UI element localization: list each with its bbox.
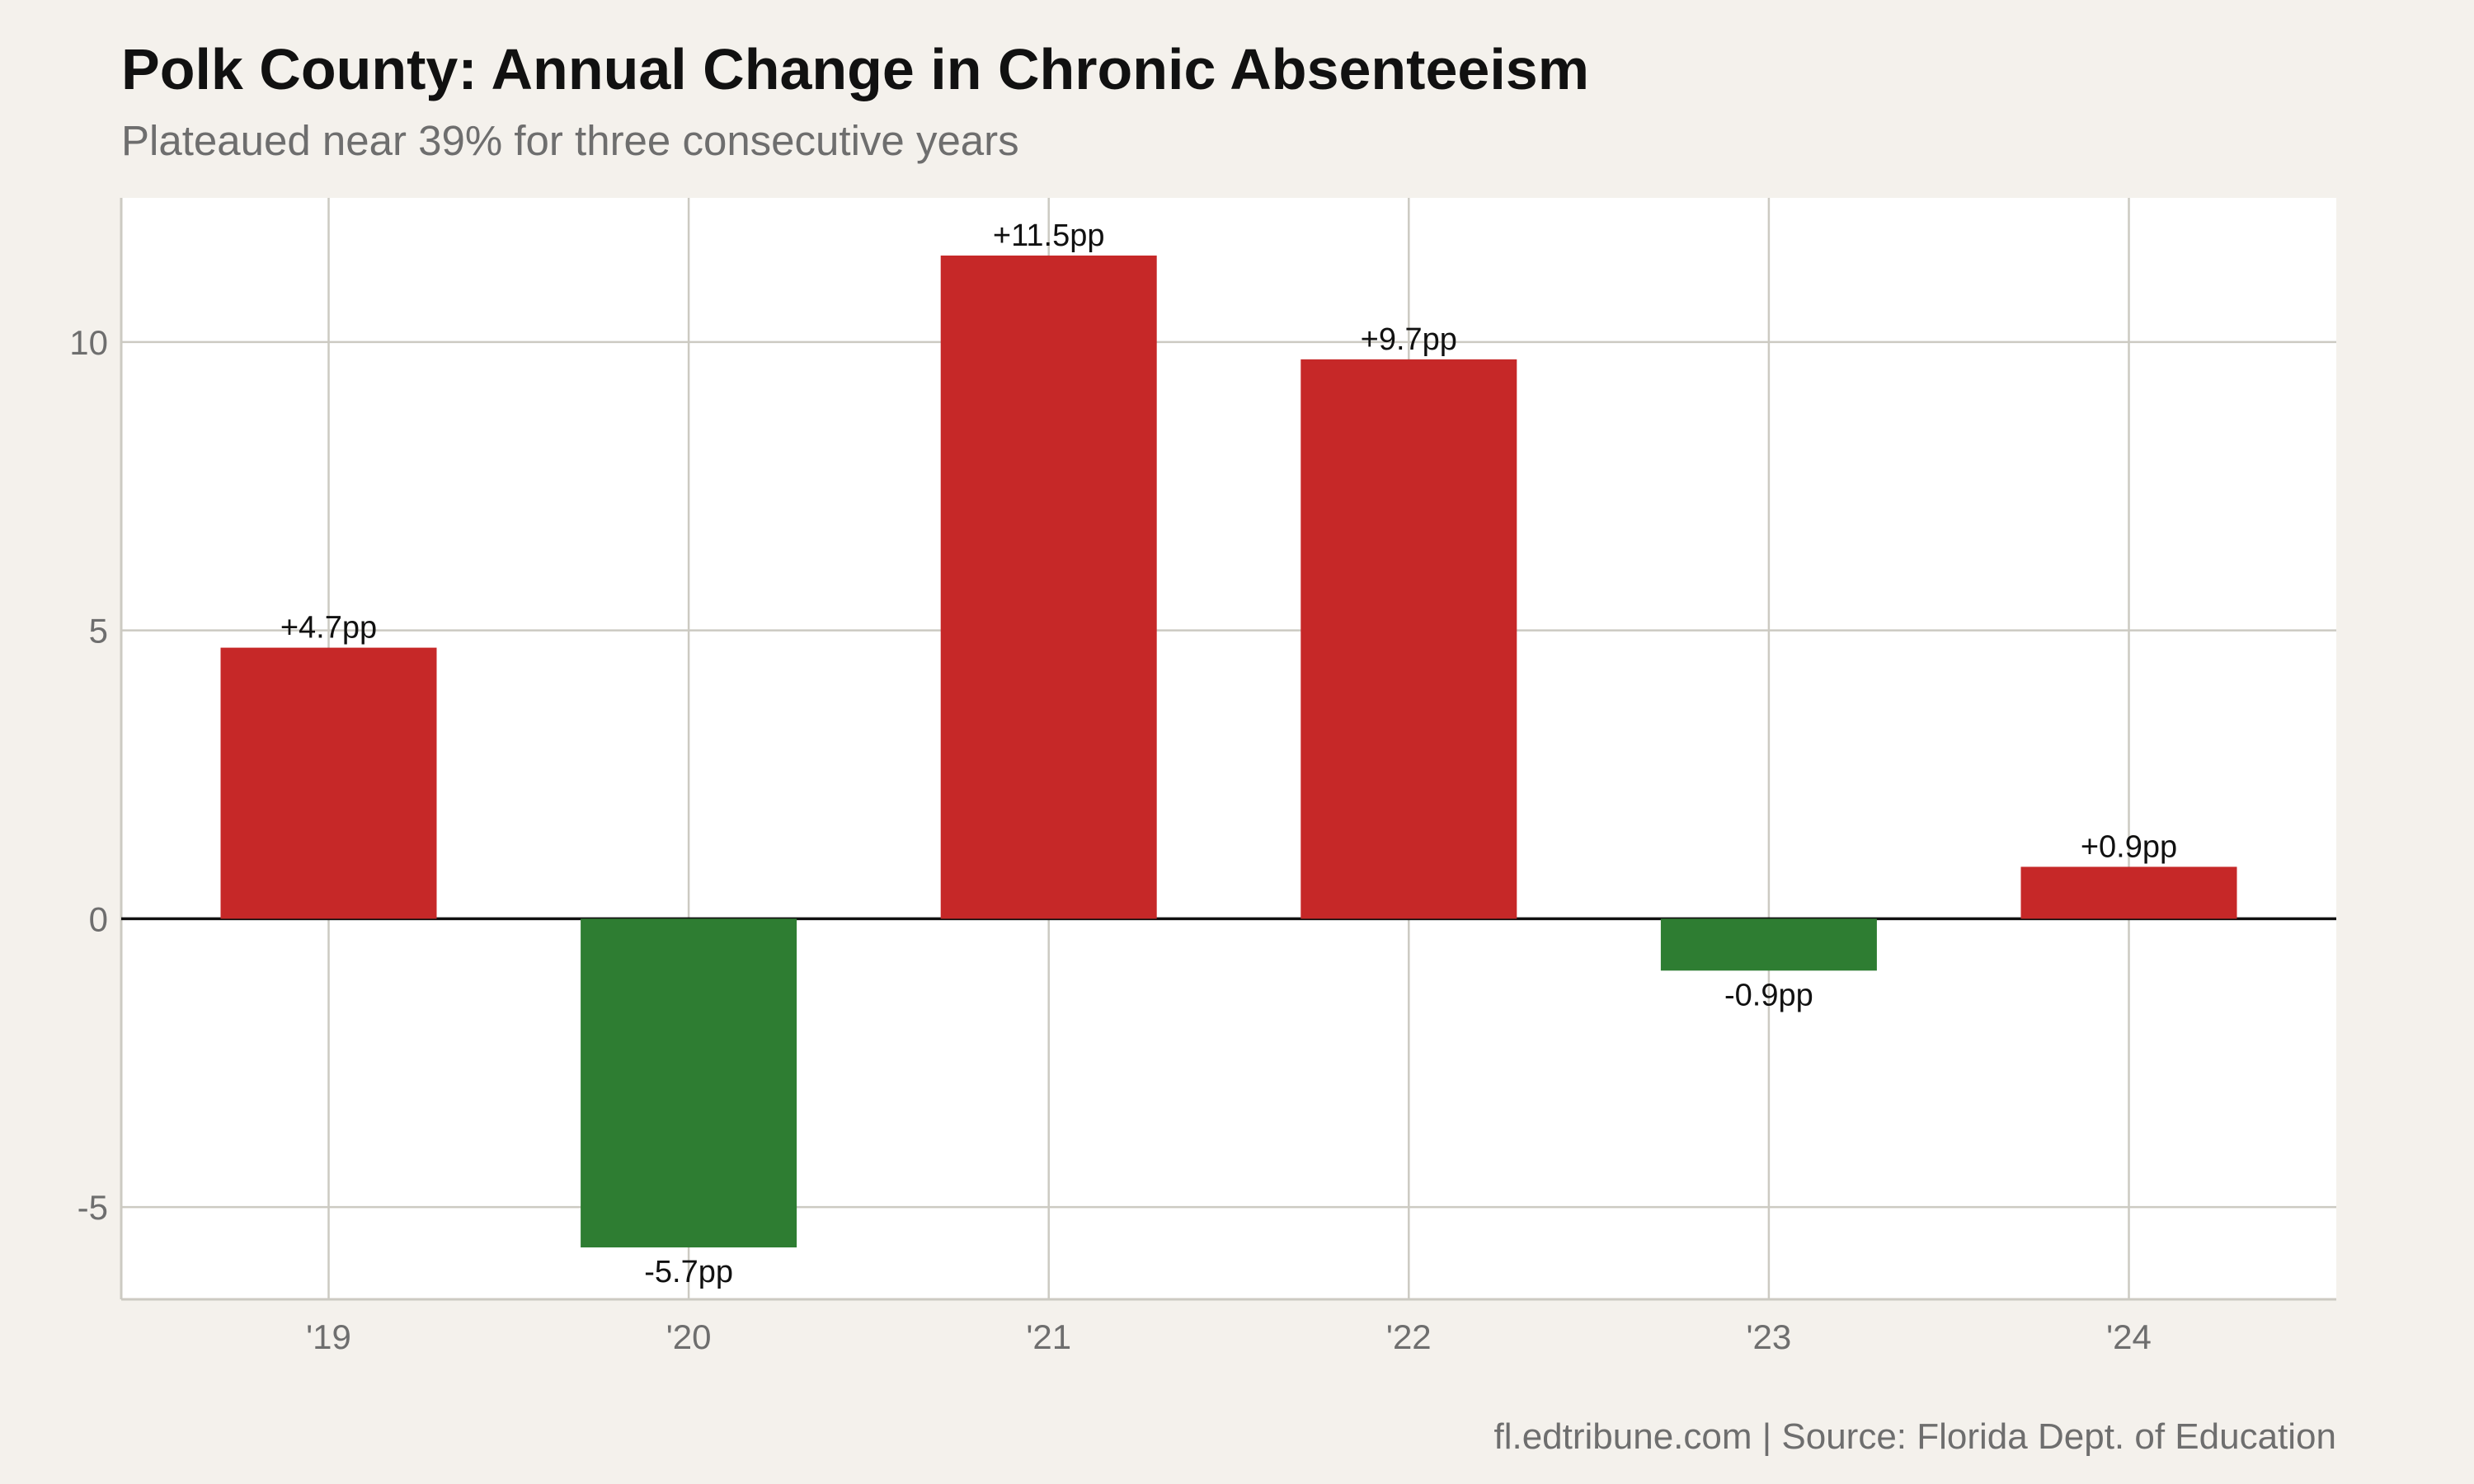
chart-subtitle: Plateaued near 39% for three consecutive… [121,117,1019,164]
y-tick-label: 5 [89,612,108,650]
x-tick-label: '22 [1386,1317,1432,1356]
bar [220,647,437,919]
bar [1660,918,1877,971]
x-tick-label: '20 [666,1317,712,1356]
data-label: +0.9pp [2081,829,2177,864]
bars [220,255,2237,1248]
y-tick-label: -5 [78,1188,108,1227]
data-label: +4.7pp [280,611,377,646]
data-label: -5.7pp [644,1255,733,1289]
y-tick-label: 10 [69,323,108,362]
x-tick-label: '23 [1747,1317,1792,1356]
x-tick-label: '21 [1026,1317,1071,1356]
axes [120,198,2336,1301]
data-label: +9.7pp [1361,322,1457,357]
data-labels: +4.7pp -5.7pp +11.5pp +9.7pp -0.9pp +0.9pp [280,218,2177,1289]
bar [2020,866,2237,919]
chart-caption: fl.edtribune.com | Source: Florida Dept.… [1493,1416,2336,1457]
bar [581,918,797,1248]
bar [1300,359,1517,919]
tick-labels: -5 0 5 10 '19 '20 '21 '22 '23 '24 [69,323,2152,1356]
plot-panel [121,198,2336,1299]
x-tick-label: '24 [2106,1317,2152,1356]
data-label: +11.5pp [993,218,1105,253]
data-label: -0.9pp [1724,978,1813,1012]
chart-title: Polk County: Annual Change in Chronic Ab… [121,37,1589,101]
x-tick-label: '19 [306,1317,351,1356]
y-tick-label: 0 [89,899,108,938]
bar [940,255,1157,919]
